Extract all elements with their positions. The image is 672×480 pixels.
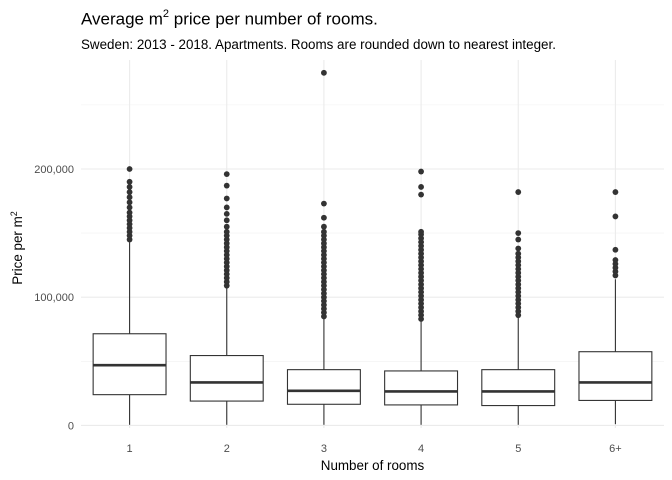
outlier-point [418, 228, 424, 235]
box-group [384, 168, 459, 425]
outlier-point [223, 204, 230, 211]
outlier-point [223, 217, 230, 224]
outlier-point [321, 228, 327, 235]
outlier-point [321, 223, 327, 230]
outlier-point [515, 250, 522, 257]
box-group [92, 166, 167, 425]
tick-labels: 0 100,000 200,000 1 2 3 4 5 6+ [34, 164, 621, 455]
outlier-point [515, 236, 522, 243]
x-tick-label: 3 [321, 443, 327, 455]
box-group [189, 171, 264, 425]
outlier-point [126, 178, 133, 185]
iqr-box [578, 351, 653, 401]
outlier-point [223, 195, 230, 202]
x-tick-label: 4 [418, 443, 424, 455]
y-tick-label: 0 [68, 420, 74, 432]
outlier-point [126, 166, 133, 172]
outlier-point [126, 194, 133, 201]
box-group [481, 189, 556, 425]
outlier-point [223, 182, 230, 189]
title-superscript: 2 [162, 8, 170, 20]
outlier-point [126, 189, 133, 195]
boxes-layer [92, 69, 653, 425]
outlier-point [126, 204, 133, 211]
y-axis-title: Price per m2 [9, 211, 25, 284]
box-group [286, 69, 361, 425]
outlier-point [321, 69, 327, 76]
outlier-point [612, 213, 619, 220]
outlier-point [418, 184, 424, 190]
box-group [578, 189, 653, 425]
iqr-box [481, 369, 556, 407]
outlier-point [612, 189, 619, 195]
outlier-point [321, 200, 327, 207]
outlier-point [418, 168, 424, 175]
outlier-point [321, 214, 327, 221]
outlier-point [612, 246, 619, 253]
iqr-box [286, 369, 361, 405]
outlier-point [418, 191, 424, 198]
outlier-point [612, 257, 619, 263]
outlier-point [126, 209, 133, 216]
iqr-box [384, 370, 459, 406]
grid-lines [81, 60, 664, 428]
x-tick-label: 6+ [609, 443, 622, 455]
outlier-point [515, 245, 522, 252]
outlier-point [223, 223, 230, 230]
outlier-point [515, 230, 522, 237]
chart-title: Average m2 price per number of rooms. [81, 8, 378, 29]
y-tick-label: 200,000 [34, 164, 74, 176]
outlier-point [223, 228, 230, 235]
outlier-point [126, 199, 133, 206]
chart-subtitle: Sweden: 2013 - 2018. Apartments. Rooms a… [81, 37, 556, 52]
outlier-point [515, 189, 522, 195]
iqr-box [189, 355, 264, 402]
outlier-point [126, 184, 133, 190]
outlier-point [223, 171, 230, 178]
outlier-point [223, 210, 230, 217]
y-tick-label: 100,000 [34, 292, 74, 304]
x-axis-title: Number of rooms [321, 458, 425, 473]
x-tick-label: 1 [127, 443, 133, 455]
x-tick-label: 2 [224, 443, 230, 455]
x-tick-label: 5 [515, 443, 521, 455]
